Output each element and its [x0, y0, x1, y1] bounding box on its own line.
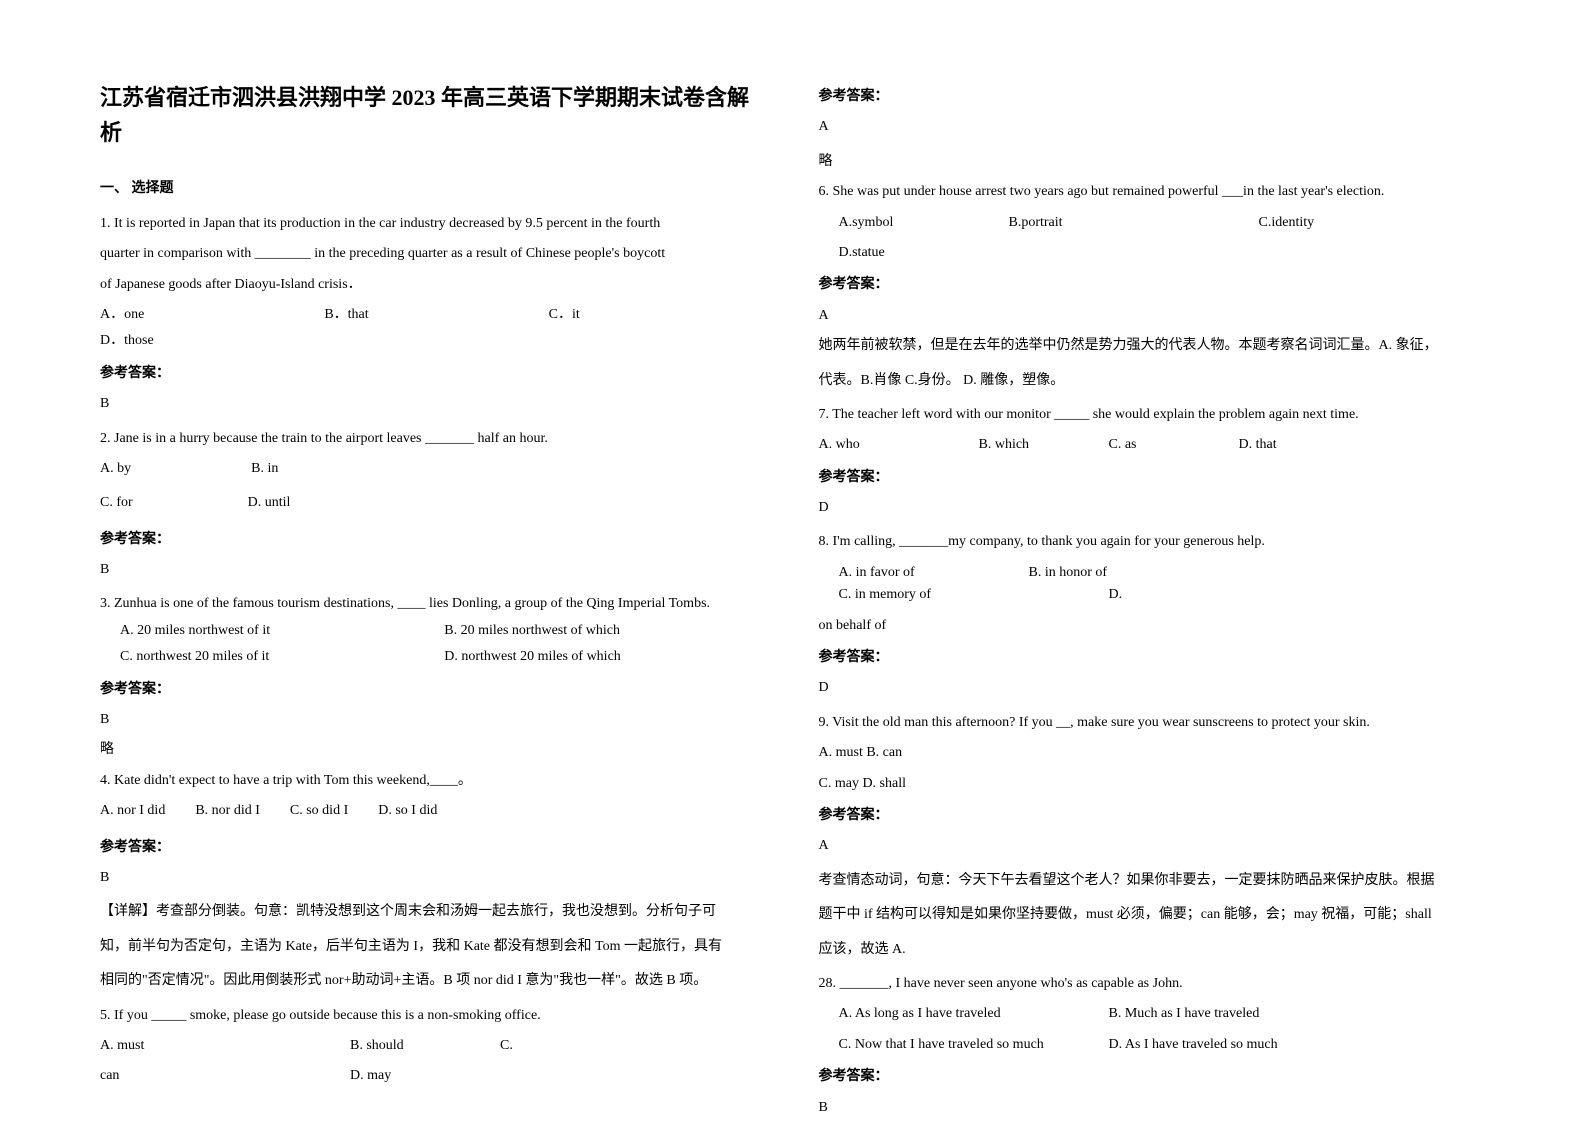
q2-answer-label: 参考答案： [100, 529, 769, 551]
q9-explain-2: 题干中 if 结构可以得知是如果你坚持要做，must 必须，偏要；can 能够，… [819, 904, 1488, 926]
q5-opt-a: A. must [100, 1035, 350, 1057]
q3-options: A. 20 miles northwest of it B. 20 miles … [100, 620, 769, 673]
q2-opt-d: D. until [248, 492, 291, 518]
q7-options: A. who B. which C. as D. that [819, 434, 1488, 456]
q4-explain-1: 【详解】考查部分倒装。句意：凯特没想到这个周末会和汤姆一起去旅行，我也没想到。分… [100, 901, 769, 923]
q4-explain-2: 知，前半句为否定句，主语为 Kate，后半句主语为 I，我和 Kate 都没有想… [100, 936, 769, 958]
q5-extra: 略 [819, 151, 1488, 173]
q1-opt-b: B．that [324, 304, 368, 326]
q5-options-row2: can D. may [100, 1065, 769, 1087]
q5-opt-b: B. should [350, 1035, 500, 1057]
q5-text: 5. If you _____ smoke, please go outside… [100, 1005, 769, 1027]
q3-opt-c: C. northwest 20 miles of it [120, 646, 444, 668]
q4-text: 4. Kate didn't expect to have a trip wit… [100, 770, 769, 792]
q1-opt-c: C．it [549, 304, 580, 326]
q6-options-row1: A.symbol B.portrait C.identity [819, 212, 1488, 234]
q4-opt-b: B. nor did I [195, 800, 260, 822]
q6-answer: A [819, 305, 1488, 327]
q2-answer: B [100, 559, 769, 581]
q4-explain-3: 相同的"否定情况"。因此用倒装形式 nor+助动词+主语。B 项 nor did… [100, 970, 769, 992]
q2-opt-c: C. for [100, 492, 133, 514]
q4-answer: B [100, 867, 769, 889]
q4-opt-d: D. so I did [378, 800, 437, 826]
q2-opt-a: A. by [100, 458, 131, 480]
q7-answer: D [819, 497, 1488, 519]
q1-answer: B [100, 393, 769, 415]
q2-options-row1: A. by B. in [100, 458, 769, 484]
q6-opt-b: B.portrait [1009, 212, 1259, 234]
q28-answer-label: 参考答案： [819, 1066, 1488, 1088]
q6-answer-label: 参考答案： [819, 274, 1488, 296]
q7-opt-c: C. as [1109, 434, 1239, 456]
q8-opt-d: D. [1109, 584, 1123, 606]
section-heading: 一、 选择题 [100, 178, 769, 200]
q9-explain-3: 应该，故选 A. [819, 939, 1488, 961]
q1-opt-a: A．one [100, 304, 144, 326]
q28-text: 28. _______, I have never seen anyone wh… [819, 973, 1488, 995]
q28-options-row1: A. As long as I have traveled B. Much as… [819, 1003, 1488, 1025]
left-column: 江苏省宿迁市泗洪县洪翔中学 2023 年高三英语下学期期末试卷含解析 一、 选择… [100, 80, 769, 1082]
page-title: 江苏省宿迁市泗洪县洪翔中学 2023 年高三英语下学期期末试卷含解析 [100, 80, 769, 150]
q3-opt-d: D. northwest 20 miles of which [444, 646, 768, 668]
q8-opt-b: B. in honor of [1029, 562, 1219, 584]
q3-opt-b: B. 20 miles northwest of which [444, 620, 768, 642]
q1-line2: quarter in comparison with ________ in t… [100, 243, 769, 265]
q8-text: 8. I'm calling, _______my company, to th… [819, 531, 1488, 553]
q4-opt-c: C. so did I [290, 800, 348, 822]
q8-answer-label: 参考答案： [819, 647, 1488, 669]
q7-opt-b: B. which [979, 434, 1109, 456]
q28-opt-c: C. Now that I have traveled so much [839, 1034, 1109, 1056]
q6-opt-a: A.symbol [839, 212, 1009, 234]
q5-line2a: can [100, 1065, 350, 1087]
q3-answer-label: 参考答案： [100, 679, 769, 701]
q5-line2b: D. may [350, 1065, 391, 1087]
q5-answer: A [819, 116, 1488, 138]
q8-line2: on behalf of [819, 615, 1488, 637]
q28-opt-b: B. Much as I have traveled [1109, 1003, 1260, 1025]
q4-options: A. nor I did B. nor did I C. so did I D.… [100, 800, 769, 826]
q7-opt-a: A. who [819, 434, 979, 456]
q6-text: 6. She was put under house arrest two ye… [819, 181, 1488, 203]
q3-answer: B [100, 709, 769, 731]
q28-options-row2: C. Now that I have traveled so much D. A… [819, 1034, 1488, 1056]
q6-opt-c: C.identity [1259, 212, 1315, 234]
q1-line3: of Japanese goods after Diaoyu-Island cr… [100, 274, 769, 296]
q5-options-row1: A. must B. should C. [100, 1035, 769, 1057]
q2-text: 2. Jane is in a hurry because the train … [100, 428, 769, 450]
q9-explain-1: 考查情态动词，句意：今天下午去看望这个老人？如果你非要去，一定要抹防晒品来保护皮… [819, 870, 1488, 892]
q8-opt-a: A. in favor of [839, 562, 1029, 584]
q5-answer-label: 参考答案： [819, 86, 1488, 108]
q3-extra: 略 [100, 739, 769, 761]
q1-opt-d: D．those [100, 330, 154, 352]
right-column: 参考答案： A 略 6. She was put under house arr… [819, 80, 1488, 1082]
q1-line1: 1. It is reported in Japan that its prod… [100, 213, 769, 235]
q5-opt-c: C. [500, 1035, 513, 1057]
q6-explain-2: 代表。B.肖像 C.身份。 D. 雕像，塑像。 [819, 370, 1488, 392]
q4-opt-a: A. nor I did [100, 800, 165, 822]
q3-text: 3. Zunhua is one of the famous tourism d… [100, 593, 769, 615]
q2-options-row2: C. for D. until [100, 492, 769, 518]
q8-answer: D [819, 677, 1488, 699]
q4-answer-label: 参考答案： [100, 837, 769, 859]
q28-opt-d: D. As I have traveled so much [1109, 1034, 1278, 1056]
q1-options: A．one B．that C．it D．those [100, 304, 769, 353]
q3-opt-a: A. 20 miles northwest of it [120, 620, 444, 642]
q8-opt-c: C. in memory of [839, 584, 1109, 606]
q7-answer-label: 参考答案： [819, 467, 1488, 489]
q28-answer: B [819, 1097, 1488, 1119]
q9-answer: A [819, 835, 1488, 857]
q7-text: 7. The teacher left word with our monito… [819, 404, 1488, 426]
q2-opt-b: B. in [251, 458, 278, 484]
q7-opt-d: D. that [1239, 434, 1277, 456]
q6-opt-d: D.statue [839, 242, 885, 264]
q9-answer-label: 参考答案： [819, 805, 1488, 827]
q9-opt-ab: A. must B. can [819, 742, 1488, 764]
q9-text: 9. Visit the old man this afternoon? If … [819, 712, 1488, 734]
q9-opt-cd: C. may D. shall [819, 773, 1488, 795]
q1-answer-label: 参考答案： [100, 363, 769, 385]
q8-options: A. in favor of B. in honor of C. in memo… [819, 562, 1488, 607]
q6-explain-1: 她两年前被软禁，但是在去年的选举中仍然是势力强大的代表人物。本题考察名词词汇量。… [819, 335, 1488, 357]
q28-opt-a: A. As long as I have traveled [839, 1003, 1109, 1025]
q6-options-row2: D.statue [819, 242, 1488, 264]
